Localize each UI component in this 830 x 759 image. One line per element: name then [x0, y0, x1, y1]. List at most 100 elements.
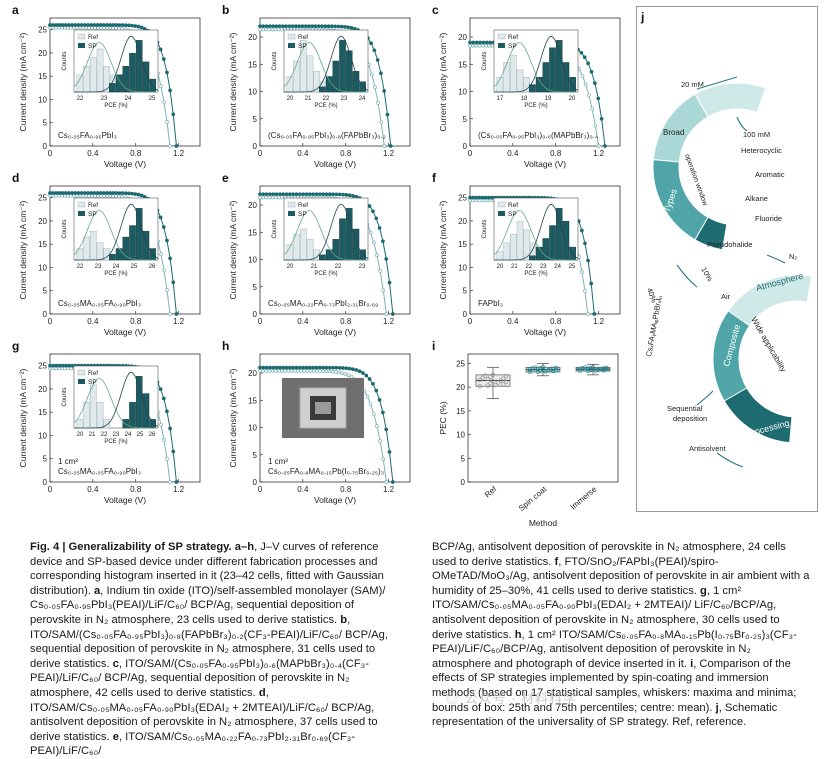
data-point-ref — [159, 84, 163, 89]
panel-label: d — [12, 171, 19, 185]
data-point-sp — [381, 410, 385, 415]
inset-x-tick: 17 — [497, 96, 504, 102]
data-point-sp — [70, 363, 74, 368]
data-point-sp — [589, 69, 594, 74]
panel-label: f — [432, 171, 437, 185]
data-point-ref — [371, 240, 376, 245]
hist-bar-sp — [339, 40, 346, 93]
jv-chart-f: f 0 0.4 0.8 1.2 0 5 10 15 20 25 Voltage (V) Current … — [432, 171, 621, 337]
data-point-sp — [268, 192, 272, 197]
y-tick-label: 0 — [253, 310, 258, 319]
x-axis-label: Voltage (V) — [104, 327, 146, 337]
sample-point — [485, 377, 490, 382]
sample-point — [488, 374, 493, 380]
jv-chart-c: c 0 0.4 0.8 1.2 0 5 10 15 20 Voltage (V) Current de… — [432, 3, 621, 169]
caption-text: , Schematic representation of the univer… — [432, 701, 778, 729]
jv-chart-b: b 0 0.4 0.8 1.2 0 5 10 15 20 Voltage (V) Current de… — [222, 3, 411, 169]
data-point-sp — [174, 144, 179, 148]
inset-x-tick: 22 — [101, 432, 108, 438]
hist-bar-sp — [542, 62, 550, 93]
panel-label: g — [12, 339, 19, 353]
inset-x-tick: 24 — [359, 96, 366, 102]
x-tick-label: 1.2 — [173, 485, 185, 494]
x-tick-label: 0.8 — [550, 317, 562, 326]
data-point-sp — [307, 365, 312, 370]
y-tick-label: 10 — [38, 431, 47, 440]
x-tick-label: 0.8 — [130, 317, 142, 326]
panel-label: i — [432, 339, 435, 353]
label-100mm: 100 mM — [743, 130, 770, 139]
data-point-sp — [291, 192, 296, 197]
data-point-sp — [70, 23, 74, 27]
y-tick-label: 10 — [458, 88, 467, 97]
hist-bar-sp — [142, 393, 150, 429]
data-point-sp — [321, 365, 325, 370]
y-tick-label: 20 — [38, 49, 47, 58]
data-point-sp — [288, 192, 292, 197]
plot-frame — [469, 17, 621, 147]
data-point-sp — [580, 228, 584, 233]
data-point-sp — [274, 24, 279, 29]
hist-bar-ref — [293, 60, 300, 93]
data-point-sp — [67, 363, 71, 368]
inset-x-tick: 19 — [545, 96, 552, 102]
hist-bar-ref — [496, 251, 504, 261]
data-point-sp — [586, 258, 590, 263]
data-point-sp — [317, 365, 322, 370]
data-point-ref — [159, 422, 163, 427]
panel-label: c — [432, 3, 439, 17]
caption-bold: Fig. 4 | Generalizability of SP strategy… — [30, 541, 235, 553]
data-point-sp — [321, 192, 325, 197]
data-point-ref — [376, 101, 380, 105]
inset-x-label: PCE (%) — [524, 103, 547, 109]
data-point-sp — [488, 40, 493, 45]
y-axis-label: Current density (mA cm⁻²) — [228, 368, 238, 467]
data-point-sp — [474, 195, 479, 200]
hist-bar-sp — [319, 86, 326, 93]
inset-x-tick: 21 — [305, 96, 312, 102]
label-aromatic: Aromatic — [755, 170, 785, 179]
sample-point — [530, 366, 535, 371]
sample-point — [603, 365, 609, 370]
hist-bar-sp — [542, 238, 550, 261]
data-point-sp — [48, 191, 52, 195]
data-point-sp — [593, 81, 597, 85]
caption-column-right: BCP/Ag, antisolvent deposition of perovs… — [432, 540, 810, 730]
svg-text:SP: SP — [508, 43, 517, 50]
x-tick-label: 1.2 — [383, 317, 395, 326]
y-tick-label: 20 — [458, 217, 467, 226]
data-point-sp — [158, 387, 163, 391]
sample-point — [580, 366, 585, 371]
hist-bar-sp — [149, 78, 156, 93]
jv-chart-h: h 0 0.4 0.8 1.2 0 5 10 15 20 Voltage (V) Current de… — [222, 339, 411, 505]
hist-bar-sp — [345, 208, 353, 261]
data-point-ref — [477, 43, 482, 48]
x-tick-label: 1.2 — [173, 149, 185, 158]
data-point-sp — [379, 71, 383, 76]
sample-point — [546, 368, 551, 373]
svg-text:Ref: Ref — [508, 34, 518, 41]
data-point-sp — [54, 23, 59, 27]
data-point-ref — [159, 252, 163, 257]
data-point-sp — [284, 192, 289, 197]
label-formula: CsₓFAᵧMAᵩPbBrᵥIᵤ — [644, 295, 664, 358]
gaussian-fit-sp — [74, 203, 159, 261]
data-point-sp — [307, 24, 311, 29]
label-fluoride: Fluoride — [755, 214, 782, 223]
data-point-ref — [343, 372, 348, 376]
y-tick-label: 5 — [43, 287, 48, 296]
arc-composite — [712, 310, 751, 402]
x-tick-label: 0.8 — [340, 317, 352, 326]
y-axis-label: Current density (mA cm⁻²) — [18, 368, 28, 467]
arc-concentration-2 — [694, 82, 767, 118]
data-point-ref — [315, 369, 319, 373]
label-n2: N₂ — [789, 252, 797, 261]
data-point-sp — [603, 144, 607, 148]
data-point-sp — [165, 409, 169, 414]
panel-d: d 0 0.4 0.8 1.2 0 5 10 15 20 25 Voltage (V) Current … — [10, 171, 210, 342]
arc-atmosphere — [727, 274, 813, 327]
data-point-ref — [373, 85, 377, 90]
data-point-ref — [279, 27, 284, 32]
data-point-sp — [297, 24, 302, 29]
svg-text:SP: SP — [298, 43, 307, 50]
